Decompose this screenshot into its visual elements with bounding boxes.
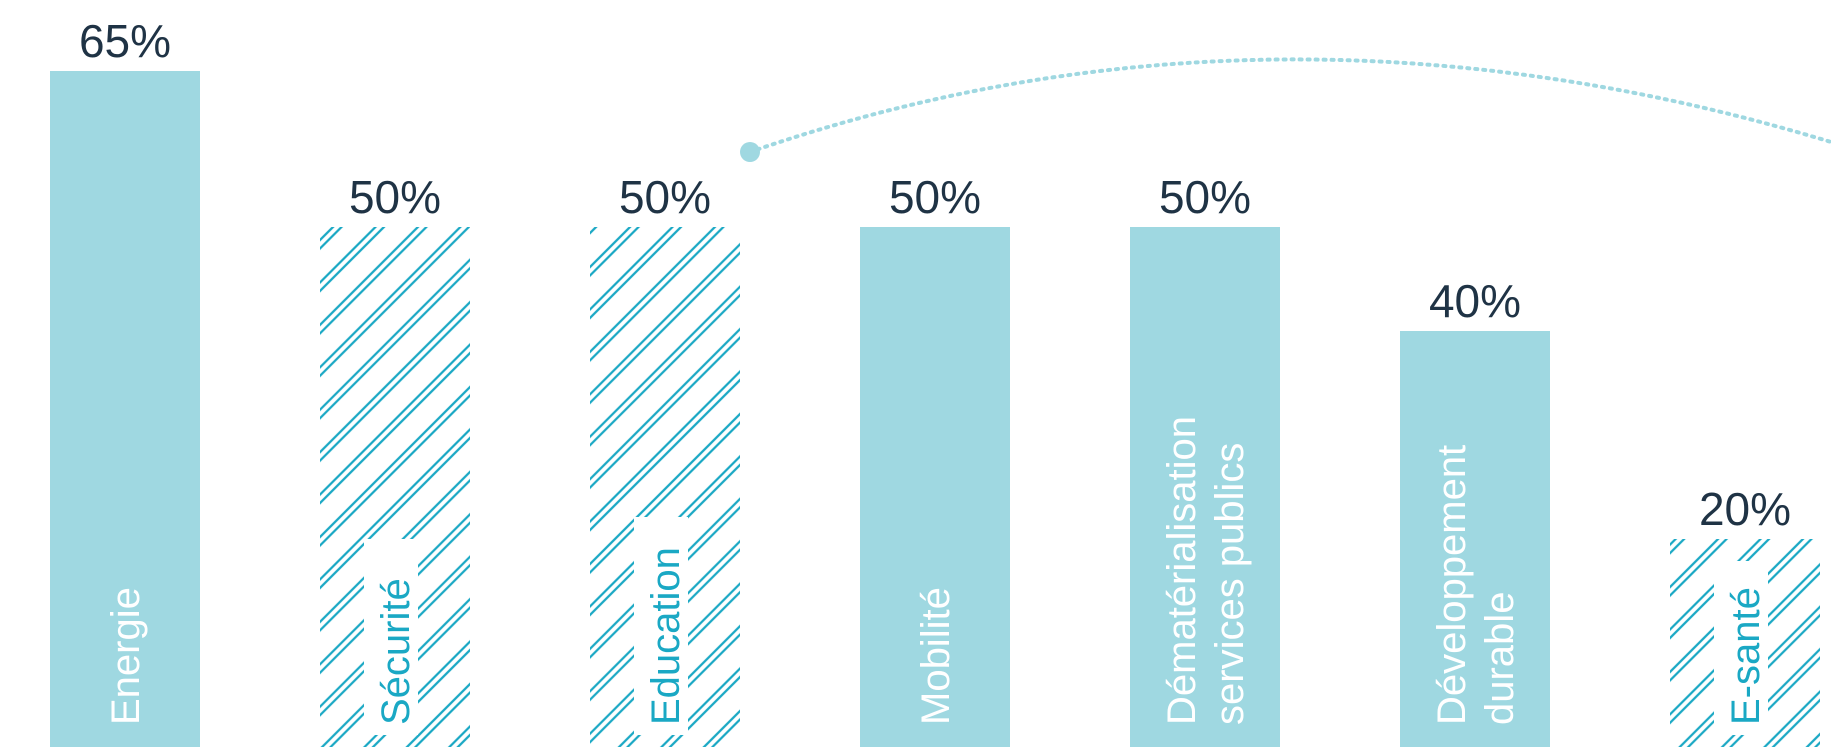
category-label: Dématérialisation [1160, 416, 1204, 725]
category-label: E-santé [1724, 587, 1768, 725]
category-label-group: Dématérialisation services publics [1160, 416, 1252, 725]
category-label: services publics [1208, 443, 1252, 725]
connector-line [748, 57, 1831, 154]
value-label: 50% [889, 171, 981, 223]
connector-layer [740, 57, 1831, 162]
category-label-group: Energie [104, 587, 148, 725]
bars-layer [50, 71, 1820, 747]
label-backdrop [364, 539, 418, 735]
value-label: 50% [1159, 171, 1251, 223]
category-label-group: Education [634, 517, 688, 735]
bar-4 [860, 227, 1010, 747]
value-label: 65% [79, 15, 171, 67]
value-label: 40% [1429, 275, 1521, 327]
value-label: 50% [349, 171, 441, 223]
category-label: Sécurité [374, 578, 418, 725]
category-label-group: E-santé [1714, 561, 1768, 735]
connector-dot [740, 142, 760, 162]
category-label: Développement [1430, 445, 1474, 725]
category-label-group: Mobilité [914, 587, 958, 725]
label-backdrop [634, 517, 688, 735]
category-label: Mobilité [914, 587, 958, 725]
value-label: 50% [619, 171, 711, 223]
category-label: Energie [104, 587, 148, 725]
label-backdrop [1714, 561, 1768, 735]
bar-1 [50, 71, 200, 747]
category-label: durable [1478, 592, 1522, 725]
bar-6 [1400, 331, 1550, 747]
category-label-group: Sécurité [364, 539, 418, 735]
value-label: 20% [1699, 483, 1791, 535]
category-label-group: Développement durable [1430, 445, 1522, 725]
labels-layer: 65% Energie 50% Sécurité 50% Education 50% Mobi… [79, 15, 1791, 735]
category-label: Education [644, 547, 688, 725]
bar-5 [1130, 227, 1280, 747]
